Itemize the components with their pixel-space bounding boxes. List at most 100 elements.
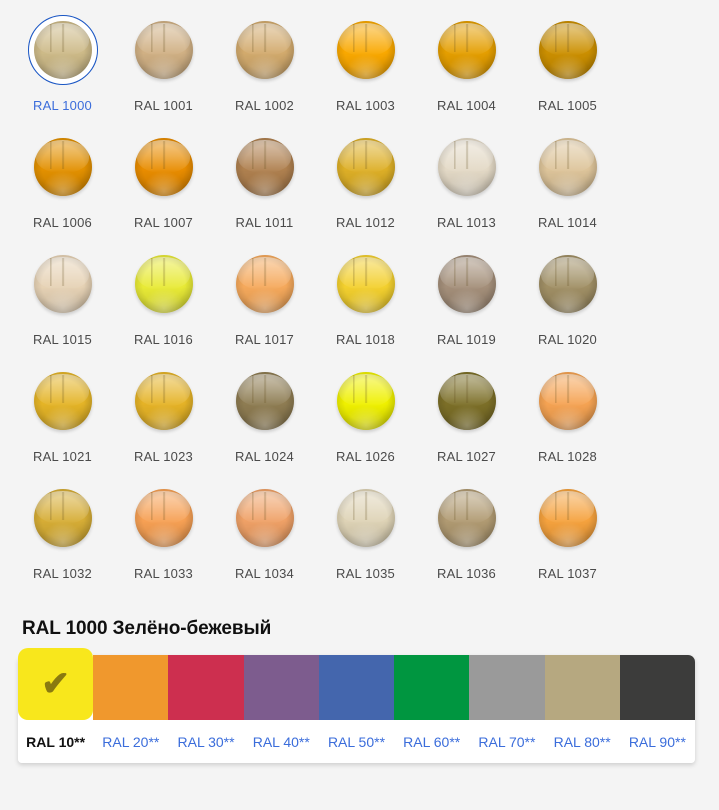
color-sphere-icon <box>538 21 597 79</box>
group-label-ral-80[interactable]: RAL 80** <box>553 733 611 750</box>
swatch-label: RAL 1020 <box>538 332 597 347</box>
swatch-ral-1006[interactable]: RAL 1006 <box>12 129 113 246</box>
color-sphere-icon <box>134 255 193 313</box>
swatch-ral-1014[interactable]: RAL 1014 <box>517 129 618 246</box>
color-sphere-wrap <box>25 246 101 322</box>
swatch-label: RAL 1028 <box>538 449 597 464</box>
color-sphere-icon <box>235 372 294 430</box>
group-swatch-ral-70[interactable] <box>469 655 545 720</box>
swatch-ral-1026[interactable]: RAL 1026 <box>315 363 416 480</box>
group-label-ral-90[interactable]: RAL 90** <box>628 733 686 750</box>
color-sphere-wrap <box>429 129 505 205</box>
swatch-label: RAL 1007 <box>134 215 193 230</box>
swatch-ral-1021[interactable]: RAL 1021 <box>12 363 113 480</box>
group-label-ral-10[interactable]: RAL 10** <box>26 733 86 750</box>
color-sphere-icon <box>336 21 395 79</box>
swatch-label: RAL 1035 <box>336 566 395 581</box>
group-swatch-ral-20[interactable] <box>93 655 169 720</box>
group-label-ral-50[interactable]: RAL 50** <box>327 733 386 750</box>
swatch-ral-1033[interactable]: RAL 1033 <box>113 480 214 597</box>
sphere-shading <box>538 489 597 547</box>
swatch-ral-1003[interactable]: RAL 1003 <box>315 12 416 129</box>
swatch-ral-1013[interactable]: RAL 1013 <box>416 129 517 246</box>
group-swatch-fill <box>469 655 545 720</box>
swatch-ral-1017[interactable]: RAL 1017 <box>214 246 315 363</box>
color-sphere-wrap <box>429 246 505 322</box>
sphere-shading <box>336 255 395 313</box>
sphere-shading <box>437 21 496 79</box>
group-label-ral-20[interactable]: RAL 20** <box>102 733 160 750</box>
group-swatch-ral-90[interactable] <box>619 655 695 720</box>
swatch-ral-1035[interactable]: RAL 1035 <box>315 480 416 597</box>
swatch-ral-1028[interactable]: RAL 1028 <box>517 363 618 480</box>
group-swatch-ral-10[interactable]: ✔ <box>18 648 94 720</box>
swatch-ral-1011[interactable]: RAL 1011 <box>214 129 315 246</box>
swatch-ral-1037[interactable]: RAL 1037 <box>517 480 618 597</box>
sphere-shading <box>235 255 294 313</box>
swatch-label: RAL 1021 <box>33 449 92 464</box>
color-sphere-icon <box>134 138 193 196</box>
swatch-ral-1000[interactable]: RAL 1000 <box>12 12 113 129</box>
group-swatch-ral-80[interactable] <box>544 655 620 720</box>
swatch-label: RAL 1017 <box>235 332 294 347</box>
sphere-shading <box>336 489 395 547</box>
swatch-label: RAL 1004 <box>437 98 496 113</box>
group-swatch-fill <box>243 655 319 720</box>
swatch-ral-1020[interactable]: RAL 1020 <box>517 246 618 363</box>
swatch-ral-1004[interactable]: RAL 1004 <box>416 12 517 129</box>
swatch-ral-1024[interactable]: RAL 1024 <box>214 363 315 480</box>
color-sphere-icon <box>538 255 597 313</box>
sphere-shading <box>235 21 294 79</box>
swatch-row: RAL 1021 RAL 1023 RAL 1024 RAL 1026 RAL 1027… <box>0 363 719 480</box>
swatch-ral-1001[interactable]: RAL 1001 <box>113 12 214 129</box>
swatch-ral-1015[interactable]: RAL 1015 <box>12 246 113 363</box>
swatch-ral-1005[interactable]: RAL 1005 <box>517 12 618 129</box>
color-sphere-icon <box>33 255 92 313</box>
swatch-label: RAL 1006 <box>33 215 92 230</box>
swatch-label: RAL 1000 <box>33 98 92 113</box>
swatch-ral-1016[interactable]: RAL 1016 <box>113 246 214 363</box>
group-swatch-fill <box>544 655 620 720</box>
check-icon: ✔ <box>41 665 70 703</box>
color-sphere-wrap <box>126 129 202 205</box>
swatch-label: RAL 1033 <box>134 566 193 581</box>
swatch-ral-1032[interactable]: RAL 1032 <box>12 480 113 597</box>
color-sphere-icon <box>538 138 597 196</box>
swatch-label: RAL 1032 <box>33 566 92 581</box>
swatch-ral-1019[interactable]: RAL 1019 <box>416 246 517 363</box>
group-label-ral-60[interactable]: RAL 60** <box>403 733 461 750</box>
swatch-ral-1023[interactable]: RAL 1023 <box>113 363 214 480</box>
swatch-ral-1018[interactable]: RAL 1018 <box>315 246 416 363</box>
sphere-shading <box>437 489 496 547</box>
group-swatch-ral-50[interactable] <box>318 655 395 720</box>
sphere-shading <box>437 138 496 196</box>
swatch-ral-1036[interactable]: RAL 1036 <box>416 480 517 597</box>
sphere-shading <box>437 372 496 430</box>
sphere-shading <box>336 372 395 430</box>
ral-swatch-grid: RAL 1000 RAL 1001 RAL 1002 RAL 1003 RAL 1004… <box>0 12 719 597</box>
color-sphere-wrap <box>429 363 505 439</box>
color-sphere-icon <box>235 489 294 547</box>
selected-color-title: RAL 1000 Зелёно-бежевый <box>22 618 272 639</box>
swatch-ral-1007[interactable]: RAL 1007 <box>113 129 214 246</box>
swatch-ral-1002[interactable]: RAL 1002 <box>214 12 315 129</box>
swatch-ral-1027[interactable]: RAL 1027 <box>416 363 517 480</box>
color-sphere-icon <box>437 138 496 196</box>
swatch-label: RAL 1026 <box>336 449 395 464</box>
group-swatch-ral-60[interactable] <box>394 655 470 720</box>
group-label-ral-30[interactable]: RAL 30** <box>177 733 235 750</box>
color-sphere-icon <box>538 489 597 547</box>
group-swatch-fill <box>168 655 244 720</box>
group-label-ral-70[interactable]: RAL 70** <box>478 733 536 750</box>
color-sphere-icon <box>437 21 496 79</box>
group-swatch-ral-40[interactable] <box>243 655 319 720</box>
group-label-ral-40[interactable]: RAL 40** <box>252 733 310 750</box>
sphere-shading <box>134 372 193 430</box>
swatch-ral-1012[interactable]: RAL 1012 <box>315 129 416 246</box>
swatch-ral-1034[interactable]: RAL 1034 <box>214 480 315 597</box>
group-swatch-ral-30[interactable] <box>168 655 244 720</box>
swatch-label: RAL 1018 <box>336 332 395 347</box>
swatch-label: RAL 1012 <box>336 215 395 230</box>
sphere-shading <box>33 21 92 79</box>
sphere-shading <box>437 255 496 313</box>
